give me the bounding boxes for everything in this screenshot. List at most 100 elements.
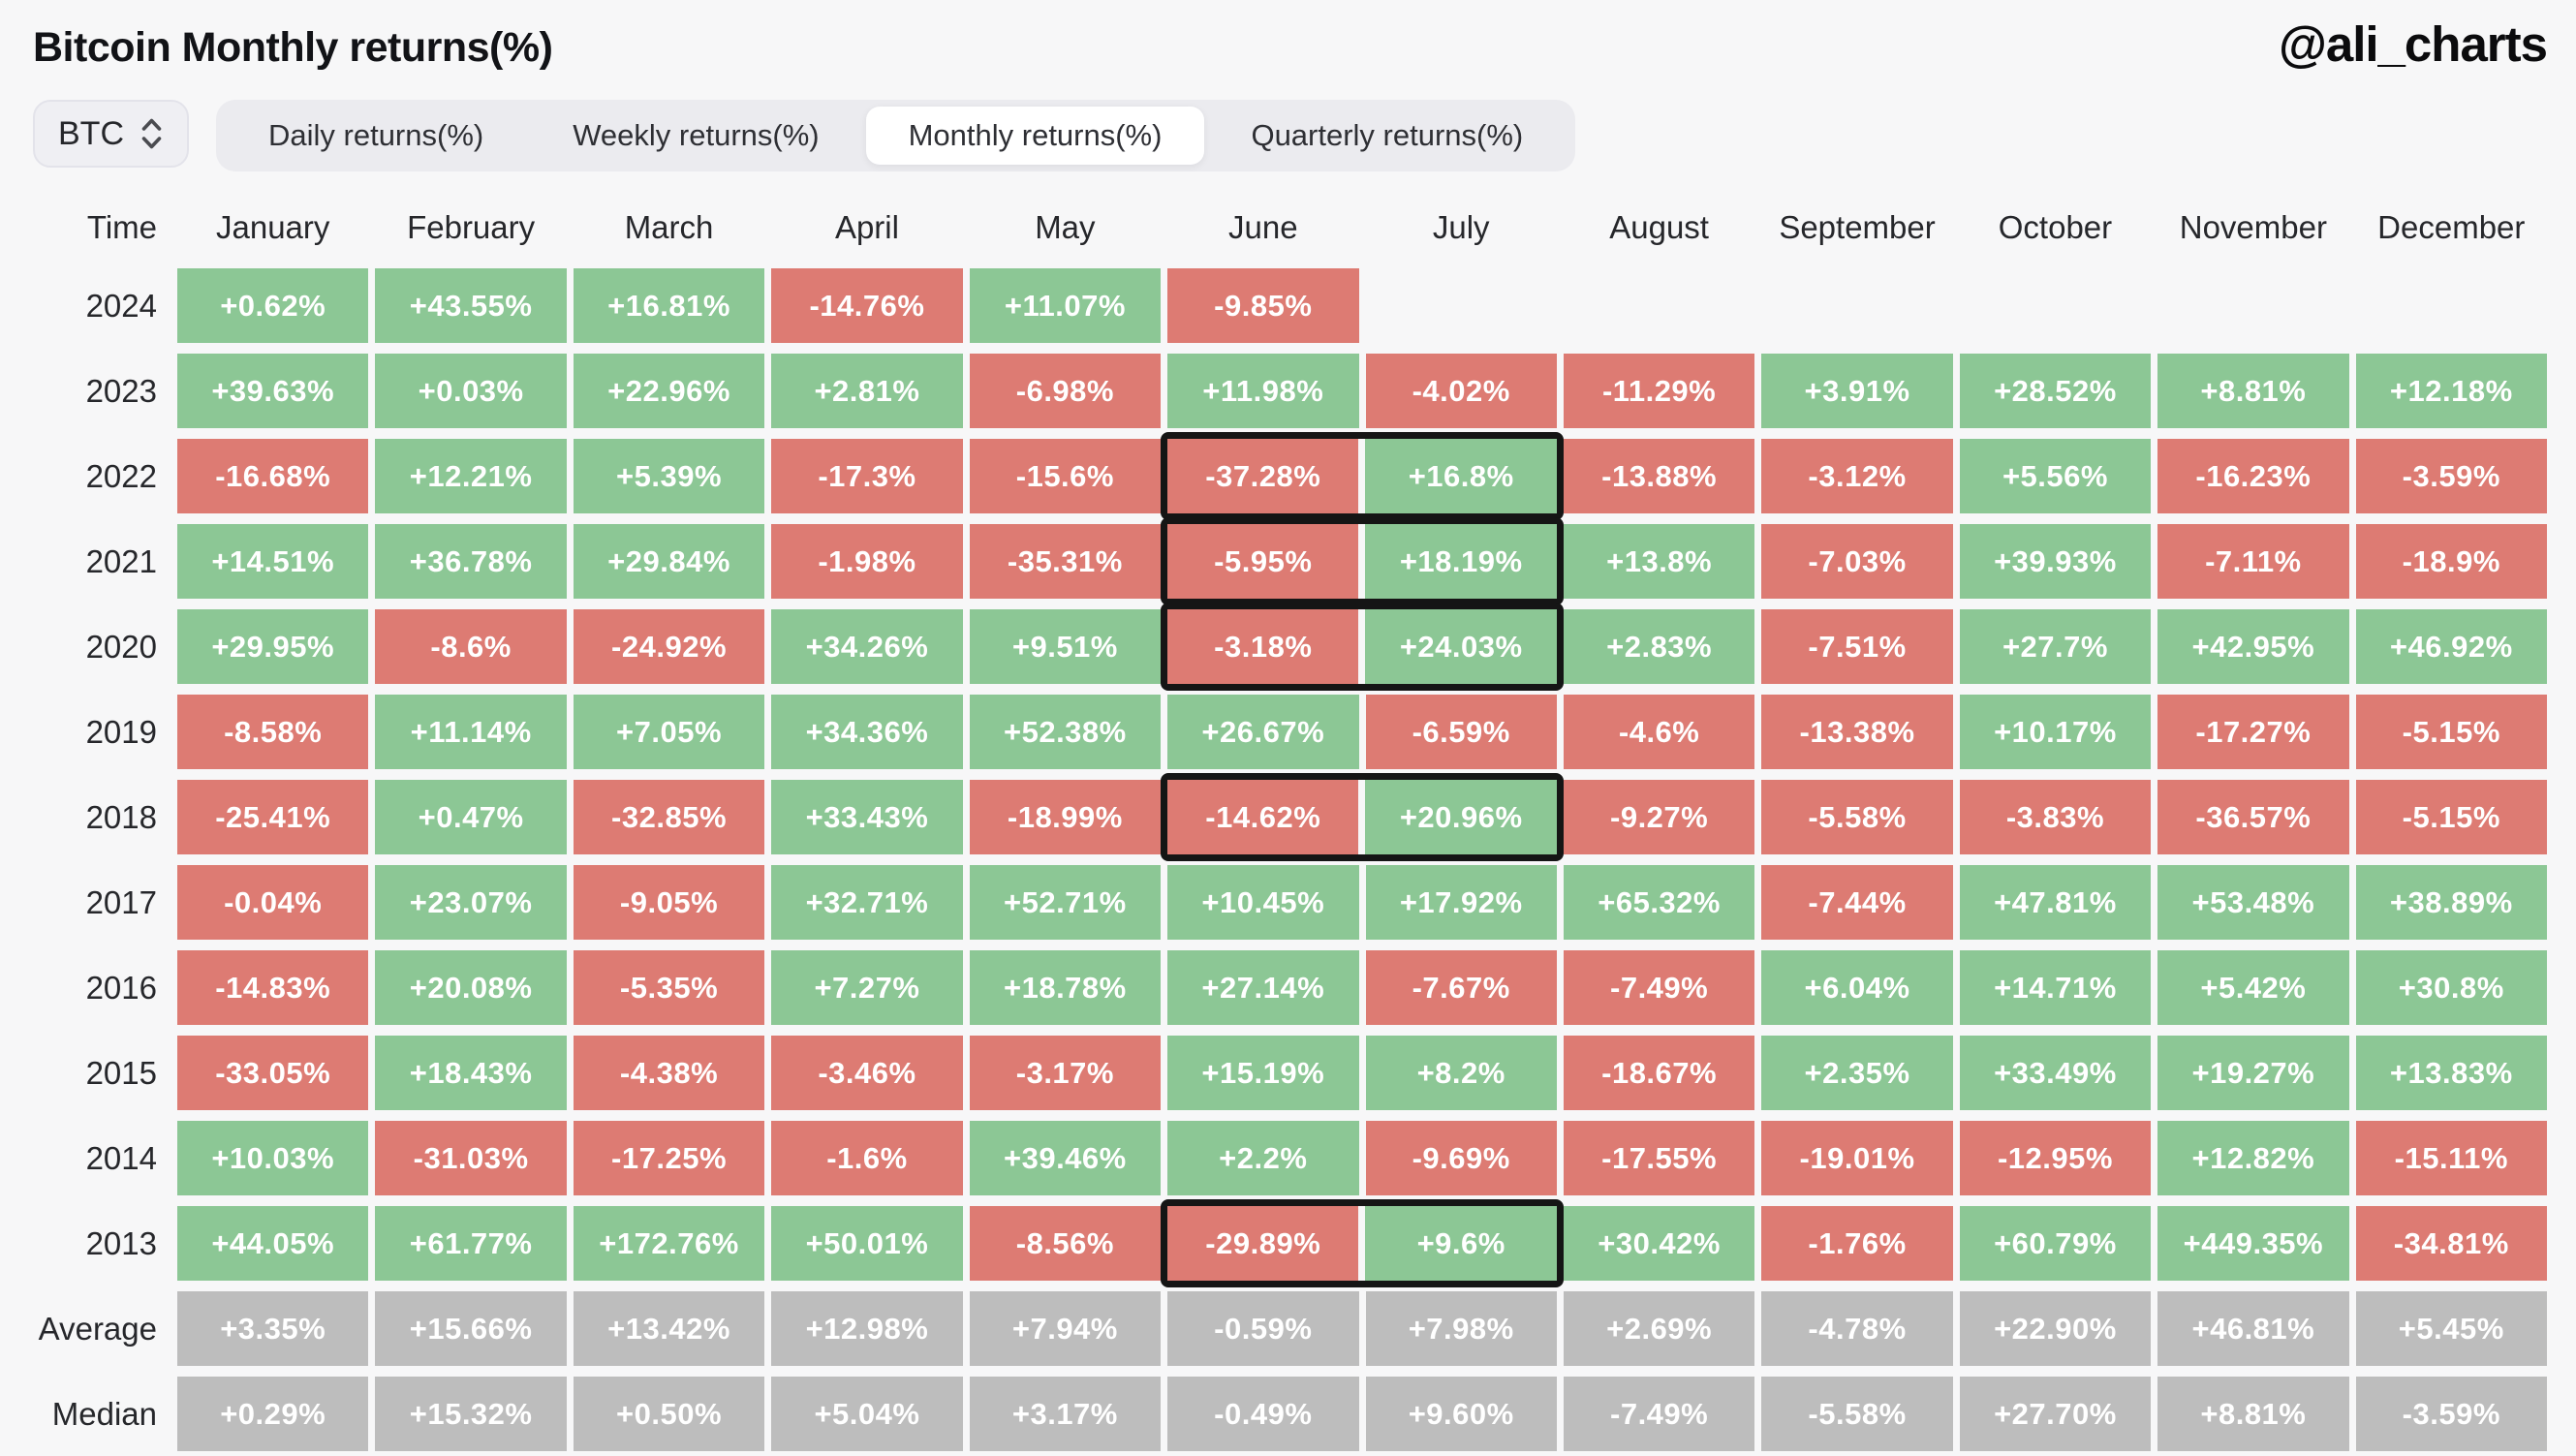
row-label: 2014 [85,1139,157,1176]
return-cell: +3.17% [969,1377,1162,1451]
row-label: 2023 [85,372,157,409]
column-header-time: Time [86,209,157,245]
return-cell: -7.49% [1563,950,1755,1025]
june-july-highlight-box: -37.28% +16.8% [1161,432,1564,520]
return-cell: +2.69% [1563,1291,1755,1366]
return-cell: +53.48% [2157,865,2349,940]
return-cell: +18.78% [969,950,1162,1025]
return-cell: +11.14% [375,695,567,769]
return-cell: +7.98% [1365,1291,1557,1366]
return-cell: -7.03% [1761,524,1953,599]
return-cell: -1.6% [771,1121,963,1195]
topbar: Bitcoin Monthly returns(%) @ali_charts [33,15,2548,73]
june-july-highlight-box: -5.95% +18.19% [1161,517,1564,605]
return-cell: +18.19% [1365,524,1557,599]
return-cell: -3.12% [1761,439,1953,513]
return-cell: -4.38% [573,1036,765,1110]
return-cell: -24.92% [573,609,765,684]
return-cell: -7.11% [2157,524,2349,599]
return-cell [2157,268,2348,343]
tab-quarterly-returns[interactable]: Quarterly returns(%) [1208,107,1566,165]
return-cell: +2.2% [1167,1121,1359,1195]
return-cell: -14.62% [1167,780,1359,854]
return-cell: -31.03% [375,1121,567,1195]
tab-monthly-returns[interactable]: Monthly returns(%) [865,107,1205,165]
return-cell: -9.05% [573,865,765,940]
return-cell: +15.19% [1167,1036,1359,1110]
return-cell: -8.6% [375,609,567,684]
table-row-2017: 2017 -0.04% +23.07% -9.05% +32.71% +52.71% +10… [33,865,2547,940]
return-cell: -4.6% [1563,695,1755,769]
row-label: Median [51,1395,157,1432]
return-cell: -18.99% [969,780,1162,854]
row-label: 2022 [85,457,157,494]
return-cell: +2.83% [1563,609,1755,684]
return-cell: +39.46% [969,1121,1162,1195]
return-cell: -15.11% [2355,1121,2547,1195]
return-cell: +0.29% [177,1377,369,1451]
return-cell: +46.81% [2157,1291,2349,1366]
return-cell: -5.58% [1761,1377,1953,1451]
return-cell: +8.81% [2157,354,2349,428]
column-header-september: September [1779,209,1936,245]
row-label: 2013 [85,1224,157,1261]
table-row-2019: 2019 -8.58% +11.14% +7.05% +34.36% +52.38% +26… [33,695,2547,769]
return-cell: -13.88% [1563,439,1755,513]
return-cell: -0.04% [177,865,369,940]
row-label: 2019 [85,713,157,750]
return-cell: -9.85% [1167,268,1359,343]
column-header-july: July [1432,209,1490,245]
return-cell: -18.9% [2355,524,2547,599]
return-cell: +52.71% [969,865,1162,940]
return-cell: +28.52% [1959,354,2152,428]
return-cell: -16.68% [177,439,369,513]
return-cell: +29.84% [573,524,765,599]
return-cell: -5.58% [1761,780,1953,854]
return-cell: -37.28% [1167,439,1359,513]
table-row-average: Average +3.35% +15.66% +13.42% +12.98% +7.94%… [33,1291,2547,1366]
return-cell: -17.25% [573,1121,765,1195]
controls-bar: BTC Daily returns(%) Weekly returns(%) Mon… [33,100,2547,171]
return-cell: +9.60% [1365,1377,1557,1451]
june-july-highlight-box: -14.62% +20.96% [1161,773,1564,861]
column-header-may: May [1035,209,1096,245]
return-cell: -8.58% [177,695,369,769]
return-cell: +33.43% [771,780,963,854]
return-cell: -8.56% [969,1206,1162,1281]
return-cell: -15.6% [969,439,1162,513]
return-cell: +11.98% [1167,354,1359,428]
return-cell: +5.42% [2157,950,2349,1025]
return-cell: +0.03% [375,354,567,428]
watermark-handle: @ali_charts [2279,16,2548,72]
return-cell: +30.42% [1563,1206,1755,1281]
return-cell [1761,268,1952,343]
return-cell: -1.98% [771,524,963,599]
return-cell: +38.89% [2355,865,2547,940]
return-cell: +13.83% [2355,1036,2547,1110]
return-cell: +5.56% [1959,439,2152,513]
return-cell: +13.42% [573,1291,765,1366]
return-cell: +29.95% [177,609,369,684]
return-cell: +2.81% [771,354,963,428]
column-header-november: November [2179,209,2327,245]
tab-daily-returns[interactable]: Daily returns(%) [226,107,526,165]
return-cell: -3.59% [2355,439,2547,513]
return-cell: +10.03% [177,1121,369,1195]
return-cell: +12.98% [771,1291,963,1366]
asset-select[interactable]: BTC [33,100,189,168]
return-cell: +12.21% [375,439,567,513]
return-cell: -19.01% [1761,1121,1953,1195]
return-cell: +3.91% [1761,354,1953,428]
return-cell: +16.8% [1365,439,1557,513]
return-cell: +61.77% [375,1206,567,1281]
return-cell: -4.02% [1365,354,1557,428]
return-cell: +27.70% [1959,1377,2152,1451]
table-row-median: Median +0.29% +15.32% +0.50% +5.04% +3.17% -0.… [33,1377,2547,1451]
tab-weekly-returns[interactable]: Weekly returns(%) [530,107,861,165]
return-cell: +20.08% [375,950,567,1025]
return-cell: -16.23% [2157,439,2349,513]
return-cell: +30.8% [2355,950,2547,1025]
table-row-2018: 2018 -25.41% +0.47% -32.85% +33.43% -18.99% -1… [33,773,2547,861]
return-cell: +7.27% [771,950,963,1025]
return-cell: +24.03% [1365,609,1557,684]
